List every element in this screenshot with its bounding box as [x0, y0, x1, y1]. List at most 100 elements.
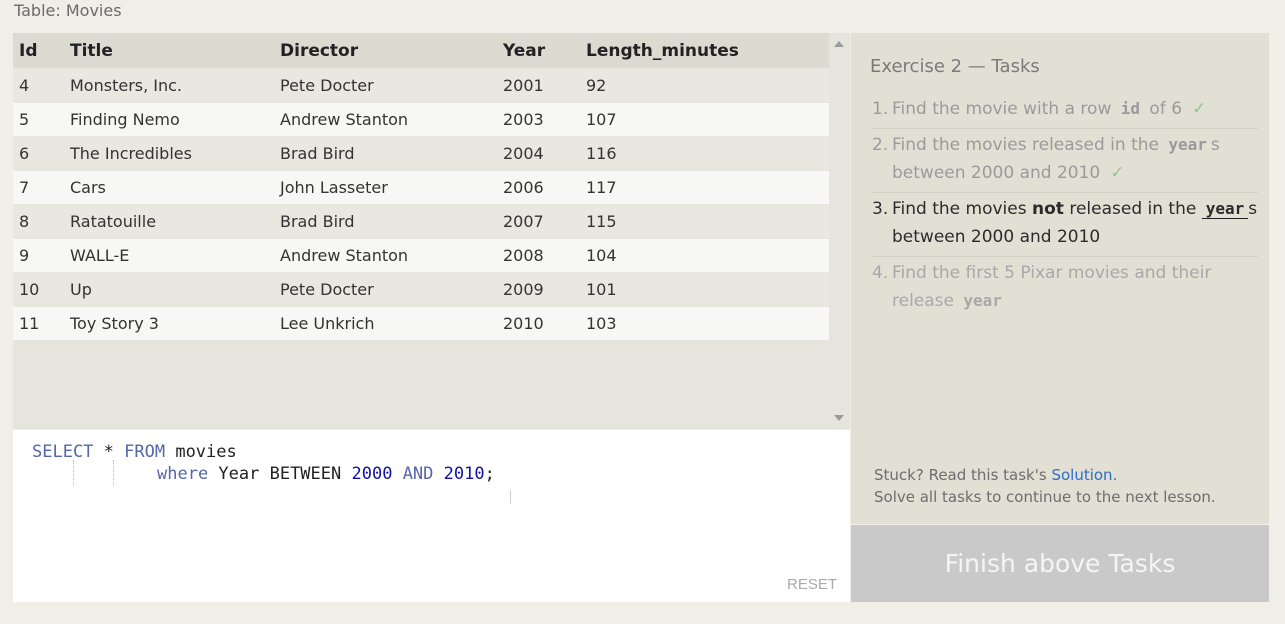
- table-cell: John Lasseter: [274, 170, 497, 205]
- table-cell: 2010: [497, 306, 580, 340]
- task-list: 1. Find the movie with a row id of 6 ✓ 2. Fi…: [872, 93, 1258, 320]
- checkmark-icon: ✓: [1192, 99, 1207, 119]
- table-cell: WALL-E: [64, 238, 274, 273]
- task-item: 2. Find the movies released in the year s …: [872, 129, 1258, 193]
- sql-text: *: [93, 442, 125, 462]
- task-code: year: [1201, 199, 1249, 219]
- stuck-end: .: [1112, 466, 1118, 484]
- sql-text: [433, 464, 443, 484]
- task-text: Find the movies released in the year s be…: [892, 131, 1258, 187]
- sql-keyword: FROM: [124, 442, 166, 462]
- table-row: 5 Finding Nemo Andrew Stanton 2003 107: [13, 102, 829, 137]
- table-row: 8 Ratatouille Brad Bird 2007 115: [13, 204, 829, 239]
- sql-text: Year BETWEEN: [208, 464, 352, 484]
- task-code: year: [963, 291, 1002, 310]
- stuck-text: Stuck? Read this task's: [874, 466, 1052, 484]
- task-text-pre: Find the first 5 Pixar movies and their …: [892, 263, 1212, 311]
- task-text-pre: Find the movies: [892, 199, 1033, 219]
- task-code: id: [1120, 99, 1141, 118]
- table-cell: Toy Story 3: [64, 306, 274, 340]
- column-header: Title: [64, 33, 274, 69]
- tasks-title: Exercise 2 — Tasks: [870, 56, 1040, 77]
- table-cell: 10: [13, 272, 64, 307]
- scroll-up-arrow-icon[interactable]: [834, 41, 844, 47]
- table-cell: Andrew Stanton: [274, 102, 497, 137]
- task-text-pre: Find the movies released in the: [892, 135, 1165, 155]
- task-item: 3. Find the movies not released in the ye…: [872, 193, 1258, 257]
- table-cell: 5: [13, 102, 64, 137]
- table-cell: 117: [580, 170, 829, 205]
- task-number: 4.: [872, 263, 889, 283]
- table-cell: Pete Docter: [274, 272, 497, 307]
- task-item: 1. Find the movie with a row id of 6 ✓: [872, 93, 1258, 129]
- task-code: year: [1168, 135, 1207, 154]
- column-header: Id: [13, 33, 64, 69]
- task-text-pre: Find the movie with a row: [892, 99, 1117, 119]
- text-cursor-icon: [510, 490, 511, 504]
- table-cell: Cars: [64, 170, 274, 205]
- continue-text: Solve all tasks to continue to the next …: [874, 488, 1216, 506]
- table-cell: 4: [13, 68, 64, 103]
- table-row: 10 Up Pete Docter 2009 101: [13, 272, 829, 307]
- sql-number: 2000: [351, 464, 393, 484]
- code-line-2[interactable]: where Year BETWEEN 2000 AND 2010;: [157, 464, 495, 484]
- code-line-1[interactable]: SELECT * FROM movies: [32, 442, 237, 462]
- task-emphasis: not: [1032, 199, 1064, 219]
- task-number: 2.: [872, 135, 889, 155]
- task-text-post: s between 2000 and 2010: [892, 135, 1220, 183]
- task-text-post: of 6: [1144, 99, 1183, 119]
- indent-guide: [113, 460, 114, 486]
- table-cell: 2006: [497, 170, 580, 205]
- column-header: Length_minutes: [580, 33, 829, 69]
- column-header: Year: [497, 33, 580, 69]
- sql-text: [392, 464, 402, 484]
- task-text-post: s between 2000 and 2010: [892, 199, 1258, 247]
- table-cell: 2008: [497, 238, 580, 273]
- table-cell: 103: [580, 306, 829, 340]
- sql-keyword: SELECT: [32, 442, 94, 462]
- sql-text: ;: [484, 464, 495, 484]
- table-cell: 107: [580, 102, 829, 137]
- task-text: Find the movies not released in the year…: [892, 195, 1258, 251]
- table-cell: Brad Bird: [274, 204, 497, 239]
- table-cell: Pete Docter: [274, 68, 497, 103]
- table-cell: Andrew Stanton: [274, 238, 497, 273]
- table-cell: 115: [580, 204, 829, 239]
- finish-tasks-button[interactable]: Finish above Tasks: [851, 525, 1269, 602]
- sql-editor[interactable]: SELECT * FROM movies where Year BETWEEN …: [13, 430, 850, 602]
- table-row: 9 WALL-E Andrew Stanton 2008 104: [13, 238, 829, 273]
- table-cell: 8: [13, 204, 64, 239]
- table-cell: 6: [13, 136, 64, 171]
- table-cell: Up: [64, 272, 274, 307]
- solution-link[interactable]: Solution: [1051, 466, 1113, 484]
- table-cell: The Incredibles: [64, 136, 274, 171]
- table-cell: Monsters, Inc.: [64, 68, 274, 103]
- sql-keyword: AND: [402, 464, 434, 484]
- table-row: 4 Monsters, Inc. Pete Docter 2001 92: [13, 68, 829, 103]
- column-header: Director: [274, 33, 497, 69]
- help-text: Stuck? Read this task's Solution. Solve …: [874, 464, 1216, 508]
- table-header-row: Id Title Director Year Length_minutes: [13, 33, 829, 69]
- scroll-down-arrow-icon[interactable]: [834, 415, 844, 421]
- task-text: Find the first 5 Pixar movies and their …: [892, 259, 1258, 315]
- table-cell: 9: [13, 238, 64, 273]
- reset-button[interactable]: RESET: [786, 576, 837, 593]
- table-row: 11 Toy Story 3 Lee Unkrich 2010 103: [13, 306, 829, 340]
- table-row: 6 The Incredibles Brad Bird 2004 116: [13, 136, 829, 171]
- task-number: 3.: [872, 199, 889, 219]
- sql-number: 2010: [443, 464, 485, 484]
- table-cell: Finding Nemo: [64, 102, 274, 137]
- task-text: Find the movie with a row id of 6 ✓: [892, 95, 1206, 123]
- table-cell: 7: [13, 170, 64, 205]
- table-cell: Brad Bird: [274, 136, 497, 171]
- table-title: Table: Movies: [14, 1, 122, 20]
- table-cell: 101: [580, 272, 829, 307]
- results-scrollbar[interactable]: [829, 33, 850, 429]
- table-cell: Lee Unkrich: [274, 306, 497, 340]
- table-row: 7 Cars John Lasseter 2006 117: [13, 170, 829, 205]
- table-cell: 2009: [497, 272, 580, 307]
- sql-keyword: where: [157, 464, 209, 484]
- tasks-panel: Exercise 2 — Tasks 1. Find the movie with…: [851, 33, 1269, 524]
